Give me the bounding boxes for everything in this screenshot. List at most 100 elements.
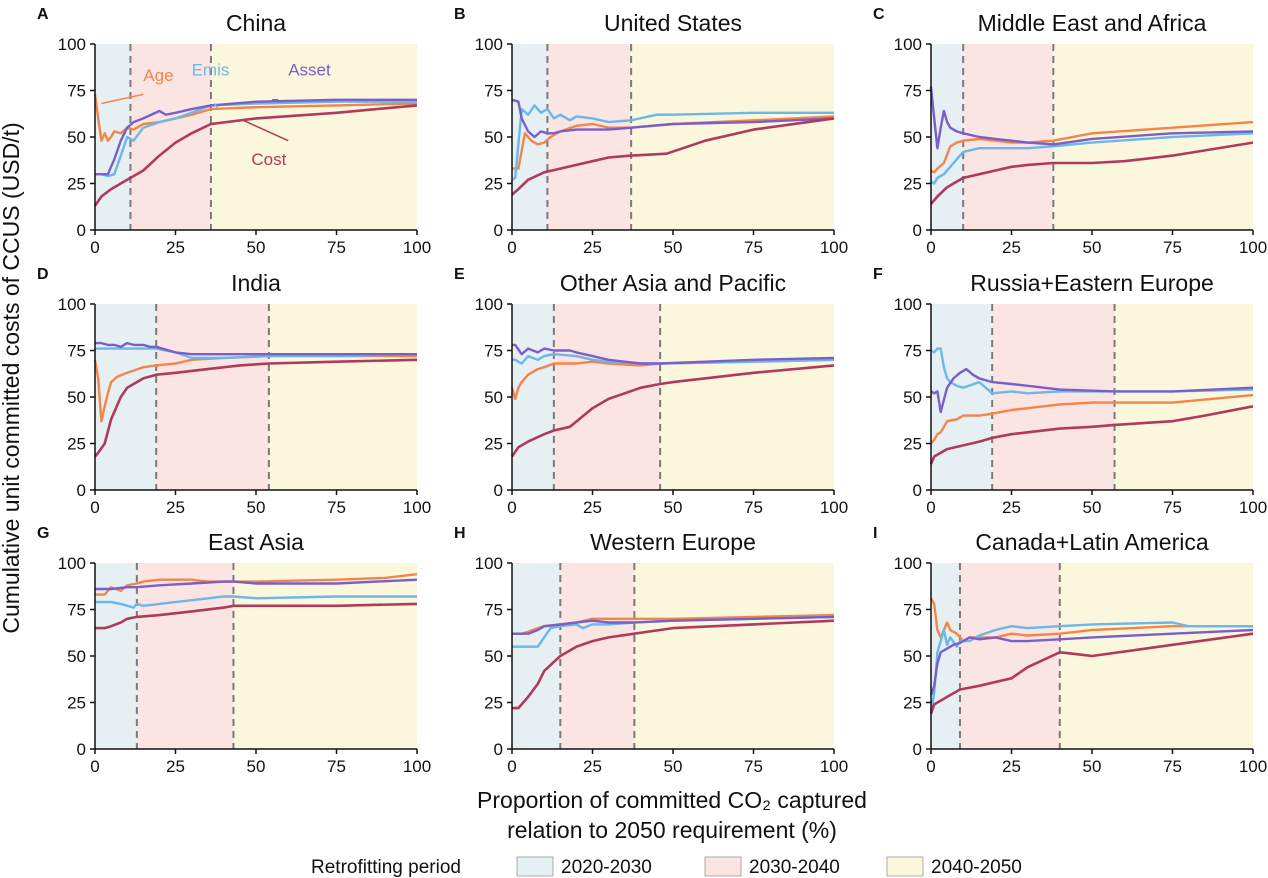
y-tick-label: 0 — [494, 481, 503, 500]
series-line-cost — [929, 632, 1254, 715]
y-tick-label: 50 — [903, 128, 922, 147]
period-region-2030-2040 — [136, 563, 234, 749]
panel-title: Middle East and Africa — [978, 10, 1207, 36]
panel-d: 0 25 50 75 100 0 25 50 75 100 India D — [37, 266, 431, 517]
x-tick-label: 0 — [926, 757, 935, 776]
x-tick-label: 75 — [744, 757, 763, 776]
x-tick-label: 75 — [1163, 757, 1182, 776]
y-tick-label: 75 — [484, 82, 503, 101]
legend-swatch-2030-2040 — [704, 856, 742, 877]
x-tick-label: 0 — [926, 238, 935, 257]
y-tick-label: 100 — [475, 554, 503, 573]
x-tick-label: 50 — [664, 238, 683, 257]
y-tick-label: 75 — [67, 342, 86, 361]
annotation-age: Age — [143, 66, 173, 85]
panel-title: China — [226, 10, 286, 36]
panel-title: United States — [604, 10, 742, 36]
series-line-emis — [930, 132, 1254, 185]
y-tick-label: 75 — [67, 82, 86, 101]
y-tick-label: 100 — [894, 35, 922, 54]
y-tick-label: 25 — [903, 175, 922, 194]
series-line-age — [930, 120, 1254, 174]
annotation-leader-cost — [242, 119, 289, 142]
panel-f: 0 25 50 75 100 0 25 50 75 100 Russia+Eastern Europ… — [873, 266, 1267, 517]
series-line-cost — [93, 104, 418, 207]
x-tick-label: 75 — [1163, 238, 1182, 257]
legend-swatch-2020-2030 — [516, 856, 554, 877]
period-region-2030-2040 — [156, 304, 269, 490]
y-tick-label: 0 — [913, 481, 922, 500]
series-line-age — [930, 393, 1254, 445]
panel-letter: G — [37, 525, 49, 542]
period-region-2030-2040 — [992, 304, 1115, 490]
y-tick-label: 75 — [903, 342, 922, 361]
x-tick-label: 75 — [744, 238, 763, 257]
y-tick-label: 0 — [77, 740, 86, 759]
x-tick-label: 25 — [583, 238, 602, 257]
series-line-cost — [929, 405, 1254, 465]
panel-i: 0 25 50 75 100 0 25 50 75 100 Canada+Latin America… — [873, 525, 1267, 776]
y-tick-label: 100 — [58, 554, 86, 573]
panel-letter: A — [37, 6, 49, 23]
y-tick-label: 50 — [484, 647, 503, 666]
period-region-2030-2040 — [130, 44, 211, 230]
series-line-cost — [511, 117, 835, 196]
y-tick-label: 100 — [475, 295, 503, 314]
annotation-leader-emis — [213, 103, 218, 108]
period-region-2040-2050 — [660, 304, 834, 490]
period-region-2040-2050 — [634, 563, 834, 749]
y-tick-label: 100 — [894, 554, 922, 573]
panel-h: 0 25 50 75 100 0 25 50 75 100 Western Europe H — [454, 525, 848, 776]
x-tick-label: 0 — [90, 757, 99, 776]
panel-letter: E — [454, 266, 465, 283]
x-tick-label: 50 — [1083, 238, 1102, 257]
x-tick-label: 50 — [247, 498, 266, 517]
x-tick-label: 50 — [247, 238, 266, 257]
x-tick-label: 100 — [820, 757, 848, 776]
period-region-2020-2030 — [512, 44, 548, 230]
series-line-asset — [512, 343, 835, 365]
x-tick-label: 100 — [1239, 498, 1267, 517]
x-tick-label: 100 — [403, 498, 431, 517]
x-tick-label: 100 — [403, 238, 431, 257]
series-line-asset — [95, 578, 418, 591]
panel-letter: F — [873, 266, 883, 283]
panel-letter: D — [37, 266, 49, 283]
panel-title: East Asia — [208, 529, 304, 555]
period-region-2020-2030 — [512, 304, 554, 490]
panel-title: Western Europe — [590, 529, 756, 555]
series-line-cost — [930, 141, 1254, 205]
legend: Retrofitting period 2020-2030 2030-2040 … — [311, 856, 1022, 878]
series-line-cost — [95, 602, 418, 630]
annotation-leader-age — [101, 93, 144, 105]
series-line-asset — [929, 628, 1254, 696]
x-tick-label: 50 — [247, 757, 266, 776]
series-line-asset — [512, 615, 835, 635]
x-tick-label: 0 — [90, 498, 99, 517]
x-tick-label: 100 — [1239, 238, 1267, 257]
series-line-cost — [510, 364, 835, 458]
legend-label-2040-2050: 2040-2050 — [931, 857, 1022, 878]
panel-title: India — [231, 270, 281, 296]
y-tick-label: 50 — [67, 388, 86, 407]
y-tick-label: 25 — [484, 175, 503, 194]
panels: 0 25 50 75 100 0 25 50 75 100 China A Age Emis Asset Co… — [37, 6, 1267, 776]
period-region-2040-2050 — [1053, 44, 1253, 230]
y-tick-label: 25 — [903, 435, 922, 454]
x-tick-label: 25 — [1002, 238, 1021, 257]
x-tick-label: 25 — [166, 498, 185, 517]
period-region-2020-2030 — [95, 304, 157, 490]
panel-e: 0 25 50 75 100 0 25 50 75 100 Other Asia and Pacif… — [454, 266, 848, 517]
annotation-cost: Cost — [251, 150, 286, 169]
x-tick-label: 50 — [664, 498, 683, 517]
panel-title: Other Asia and Pacific — [560, 270, 786, 296]
y-tick-label: 100 — [58, 295, 86, 314]
panel-c: 0 25 50 75 100 0 25 50 75 100 Middle East and Afri… — [873, 6, 1267, 257]
y-tick-label: 0 — [77, 481, 86, 500]
period-region-2020-2030 — [931, 563, 960, 749]
y-tick-label: 25 — [903, 694, 922, 713]
panel-title: Russia+Eastern Europe — [970, 270, 1214, 296]
y-tick-label: 0 — [494, 740, 503, 759]
panel-letter: C — [873, 6, 885, 23]
y-tick-label: 100 — [475, 35, 503, 54]
